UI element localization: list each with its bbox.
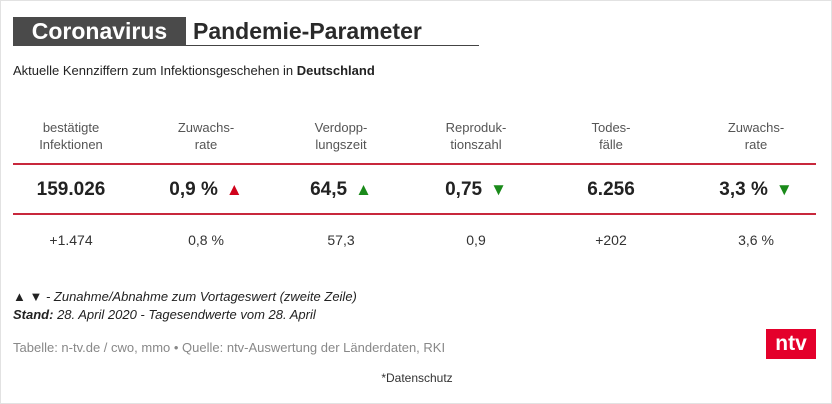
subtitle: Aktuelle Kennziffern zum Infektionsgesch… — [13, 63, 375, 78]
column-header-line: Verdopp- — [314, 120, 368, 135]
divider — [13, 163, 816, 165]
logo[interactable]: ntv — [766, 329, 816, 359]
column-header: Zuwachs-rate — [141, 119, 271, 153]
title-underline — [186, 45, 479, 46]
column-header-line: lungszeit — [315, 137, 367, 152]
column-header-line: bestätigte — [42, 120, 100, 135]
source: Tabelle: n-tv.de / cwo, mmo • Quelle: nt… — [13, 340, 446, 355]
stand-text: 28. April 2020 - Tagesendwerte vom 28. A… — [53, 307, 316, 322]
column-header: Verdopp-lungszeit — [276, 119, 406, 153]
column-header-line: Reproduk- — [445, 120, 507, 135]
value: 64,5 — [310, 179, 348, 200]
value: 0,75 — [445, 179, 483, 200]
column-header-line: tionszahl — [450, 137, 502, 152]
column-header: bestätigte Infektionen — [6, 119, 136, 153]
previous-value: 0,8 % — [188, 232, 224, 248]
column-header: Reproduk-tionszahl — [411, 119, 541, 153]
current-value: 0,75 ▼ — [411, 179, 541, 201]
trend-arrow: ▼ — [775, 180, 793, 199]
column-header-line: Todes- — [591, 120, 631, 135]
column-header-line: rate — [744, 137, 768, 152]
column-header-line: Infektionen — [39, 137, 103, 152]
column-header-line: fälle — [599, 137, 623, 152]
previous-value: +202 — [595, 232, 627, 248]
column-header-line: Zuwachs- — [727, 120, 785, 135]
column-header-line: rate — [194, 137, 218, 152]
stand-note: Stand: 28. April 2020 - Tagesendwerte vo… — [13, 307, 316, 322]
value: 159.026 — [36, 179, 106, 200]
previous-value: 3,6 % — [738, 232, 774, 248]
previous-value: 57,3 — [327, 232, 355, 248]
stand-label: Stand: — [13, 307, 54, 322]
current-value: 3,3 % ▼ — [691, 179, 821, 201]
title: Pandemie-Parameter — [193, 18, 422, 44]
trend-arrow: ▲ — [225, 180, 243, 199]
legend-note: ▲ ▼ - Zunahme/Abnahme zum Vortageswert (… — [13, 289, 357, 304]
current-value: 6.256 — [546, 179, 676, 201]
column-header: Zuwachs-rate — [691, 119, 821, 153]
current-value: 64,5 ▲ — [276, 179, 406, 201]
previous-value: +1.474 — [49, 232, 93, 248]
value: 3,3 % — [719, 179, 768, 200]
current-value: 159.026 — [6, 179, 136, 201]
subtitle-bold: Deutschland — [296, 63, 375, 78]
title-tag: Coronavirus — [13, 17, 186, 46]
trend-arrow: ▲ — [355, 180, 372, 199]
privacy-link[interactable]: *Datenschutz — [381, 371, 453, 385]
trend-arrow: ▼ — [490, 180, 507, 199]
subtitle-text: Aktuelle Kennziffern zum Infektionsgesch… — [13, 63, 297, 78]
previous-value: 0,9 — [466, 232, 486, 248]
column-header-line: Zuwachs- — [177, 120, 235, 135]
divider — [13, 213, 816, 215]
value: 6.256 — [587, 179, 635, 200]
current-value: 0,9 % ▲ — [141, 179, 271, 201]
value: 0,9 % — [169, 179, 218, 200]
column-header: Todes-fälle — [546, 119, 676, 153]
